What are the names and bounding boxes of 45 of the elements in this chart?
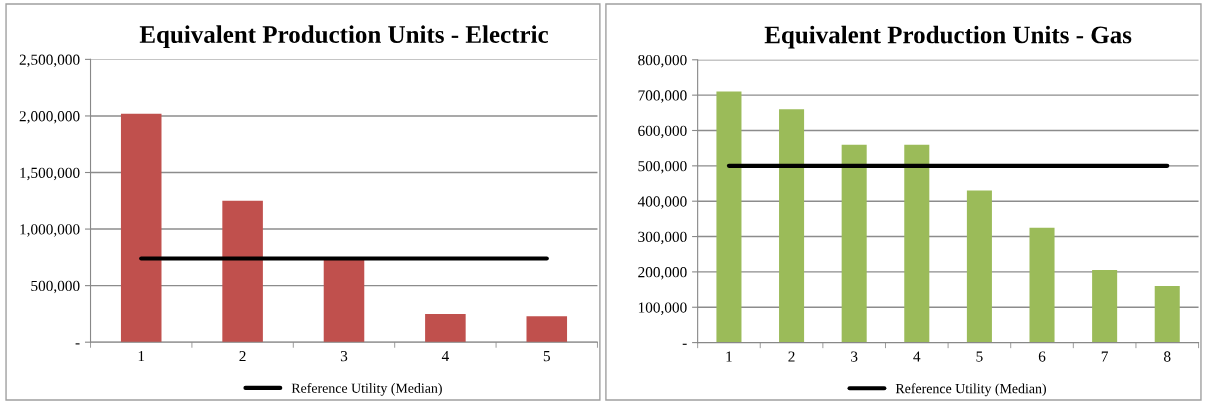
x-tick-label: 7 [1101, 351, 1109, 362]
y-tick-label: 200,000 [638, 267, 687, 280]
bar [716, 91, 742, 343]
y-tick-label: 500,000 [638, 160, 687, 174]
x-tick-label: 1 [138, 351, 145, 362]
bar [425, 313, 466, 343]
x-tick-label: 4 [913, 351, 921, 362]
legend-label: Reference Utility (Median) [291, 382, 442, 396]
bar [120, 113, 162, 343]
chart-title: Equivalent Production Units - Gas [764, 25, 1132, 49]
bar [904, 144, 930, 343]
y-tick-label: - [682, 343, 687, 345]
y-tick-label: 300,000 [638, 231, 687, 245]
bar [1092, 270, 1118, 343]
bar [1154, 286, 1180, 343]
x-tick-label: 5 [543, 351, 550, 362]
legend-label: Reference Utility (Median) [895, 383, 1046, 397]
x-tick-label: 2 [239, 351, 246, 362]
y-tick-label: - [75, 343, 80, 345]
x-tick-label: 5 [976, 351, 983, 362]
x-tick-label: 1 [726, 351, 732, 362]
y-tick-label: 700,000 [638, 90, 687, 103]
y-tick-label: 800,000 [638, 54, 687, 68]
y-tick-label: 100,000 [638, 302, 687, 315]
x-tick-label: 6 [1038, 351, 1046, 362]
x-tick-label: 3 [851, 351, 858, 362]
y-tick-label: 2,500,000 [19, 54, 80, 68]
bar [222, 200, 263, 343]
x-tick-label: 3 [340, 351, 348, 362]
y-tick-label: 500,000 [31, 280, 80, 294]
y-tick-label: 2,000,000 [19, 111, 80, 124]
y-tick-label: 400,000 [637, 196, 687, 209]
bar [966, 190, 992, 343]
y-tick-label: 600,000 [638, 125, 687, 139]
bar [1029, 227, 1055, 343]
bar [779, 109, 805, 343]
bar [526, 316, 568, 343]
x-tick-label: 2 [788, 351, 795, 362]
bar [323, 258, 365, 343]
x-tick-label: 4 [441, 351, 449, 362]
bar [841, 144, 867, 343]
x-tick-label: 8 [1164, 351, 1171, 362]
y-tick-label: 1,000,000 [20, 224, 80, 237]
y-tick-label: 1,500,000 [20, 167, 80, 181]
chart-title: Equivalent Production Units - Electric [139, 25, 549, 49]
